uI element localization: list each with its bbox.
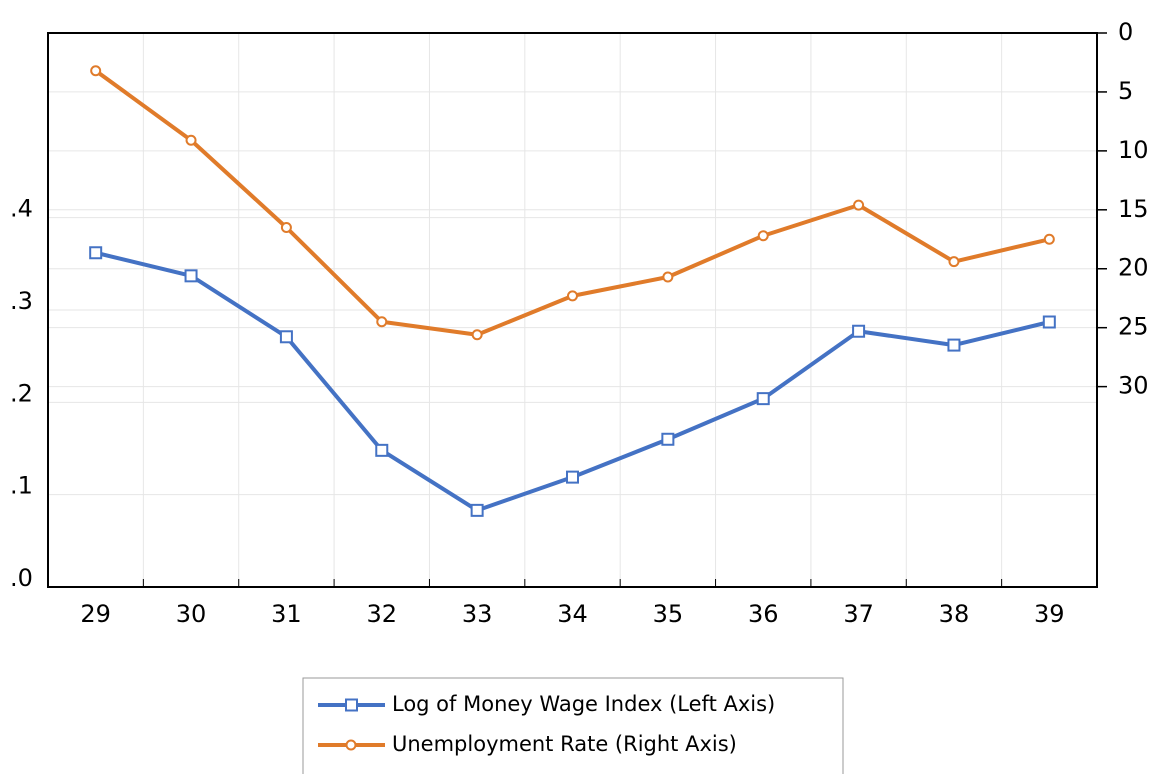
x-tick-label: 29 — [80, 600, 111, 628]
y2-tick-label: 20 — [1118, 254, 1149, 282]
x-tick-label: 34 — [557, 600, 588, 628]
x-tick-label: 30 — [176, 600, 207, 628]
marker — [185, 134, 197, 146]
marker — [280, 221, 292, 233]
marker — [376, 316, 388, 328]
y-tick-label: .1 — [10, 472, 33, 500]
x-tick-label: 36 — [748, 600, 779, 628]
marker — [89, 246, 103, 260]
y-tick-label: .3 — [10, 287, 33, 315]
marker — [184, 269, 198, 283]
legend-label: Log of Money Wage Index (Left Axis) — [392, 692, 775, 716]
y-tick-label: .2 — [10, 379, 33, 407]
marker — [375, 443, 389, 457]
marker — [279, 330, 293, 344]
marker — [756, 392, 770, 406]
marker — [661, 432, 675, 446]
x-tick-label: 37 — [843, 600, 874, 628]
marker — [662, 271, 674, 283]
x-tick-label: 32 — [366, 600, 397, 628]
marker — [90, 65, 102, 77]
marker — [757, 230, 769, 242]
y2-tick-label: 15 — [1118, 195, 1149, 223]
marker — [566, 470, 579, 484]
y2-tick-label: 10 — [1118, 136, 1149, 164]
x-tick-label: 39 — [1034, 600, 1065, 628]
marker — [948, 256, 960, 268]
legend-box — [302, 677, 844, 778]
y2-tick-label: 5 — [1118, 77, 1133, 105]
marker — [852, 324, 866, 338]
y2-tick-label: 0 — [1118, 18, 1133, 46]
marker — [471, 329, 483, 341]
y-tick-label: .4 — [10, 195, 33, 223]
y2-tick-label: 30 — [1118, 372, 1149, 400]
legend-marker — [345, 698, 358, 712]
legend: Log of Money Wage Index (Left Axis) Unemp… — [302, 677, 844, 778]
marker — [947, 338, 961, 352]
marker — [1043, 233, 1055, 245]
legend-label: Unemployment Rate (Right Axis) — [392, 732, 737, 756]
x-tick-label: 33 — [462, 600, 493, 628]
marker — [567, 290, 578, 302]
x-tick-label: 35 — [653, 600, 684, 628]
y-tick-label: .0 — [10, 564, 33, 592]
plot-frame — [47, 32, 1098, 588]
x-tick-label: 38 — [939, 600, 970, 628]
marker — [1042, 315, 1056, 329]
x-tick-label: 31 — [271, 600, 302, 628]
marker — [853, 199, 865, 211]
y2-tick-label: 25 — [1118, 313, 1149, 341]
legend-marker — [345, 739, 357, 751]
marker — [470, 503, 484, 517]
